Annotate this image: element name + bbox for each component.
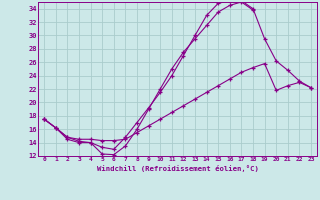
X-axis label: Windchill (Refroidissement éolien,°C): Windchill (Refroidissement éolien,°C)	[97, 165, 259, 172]
